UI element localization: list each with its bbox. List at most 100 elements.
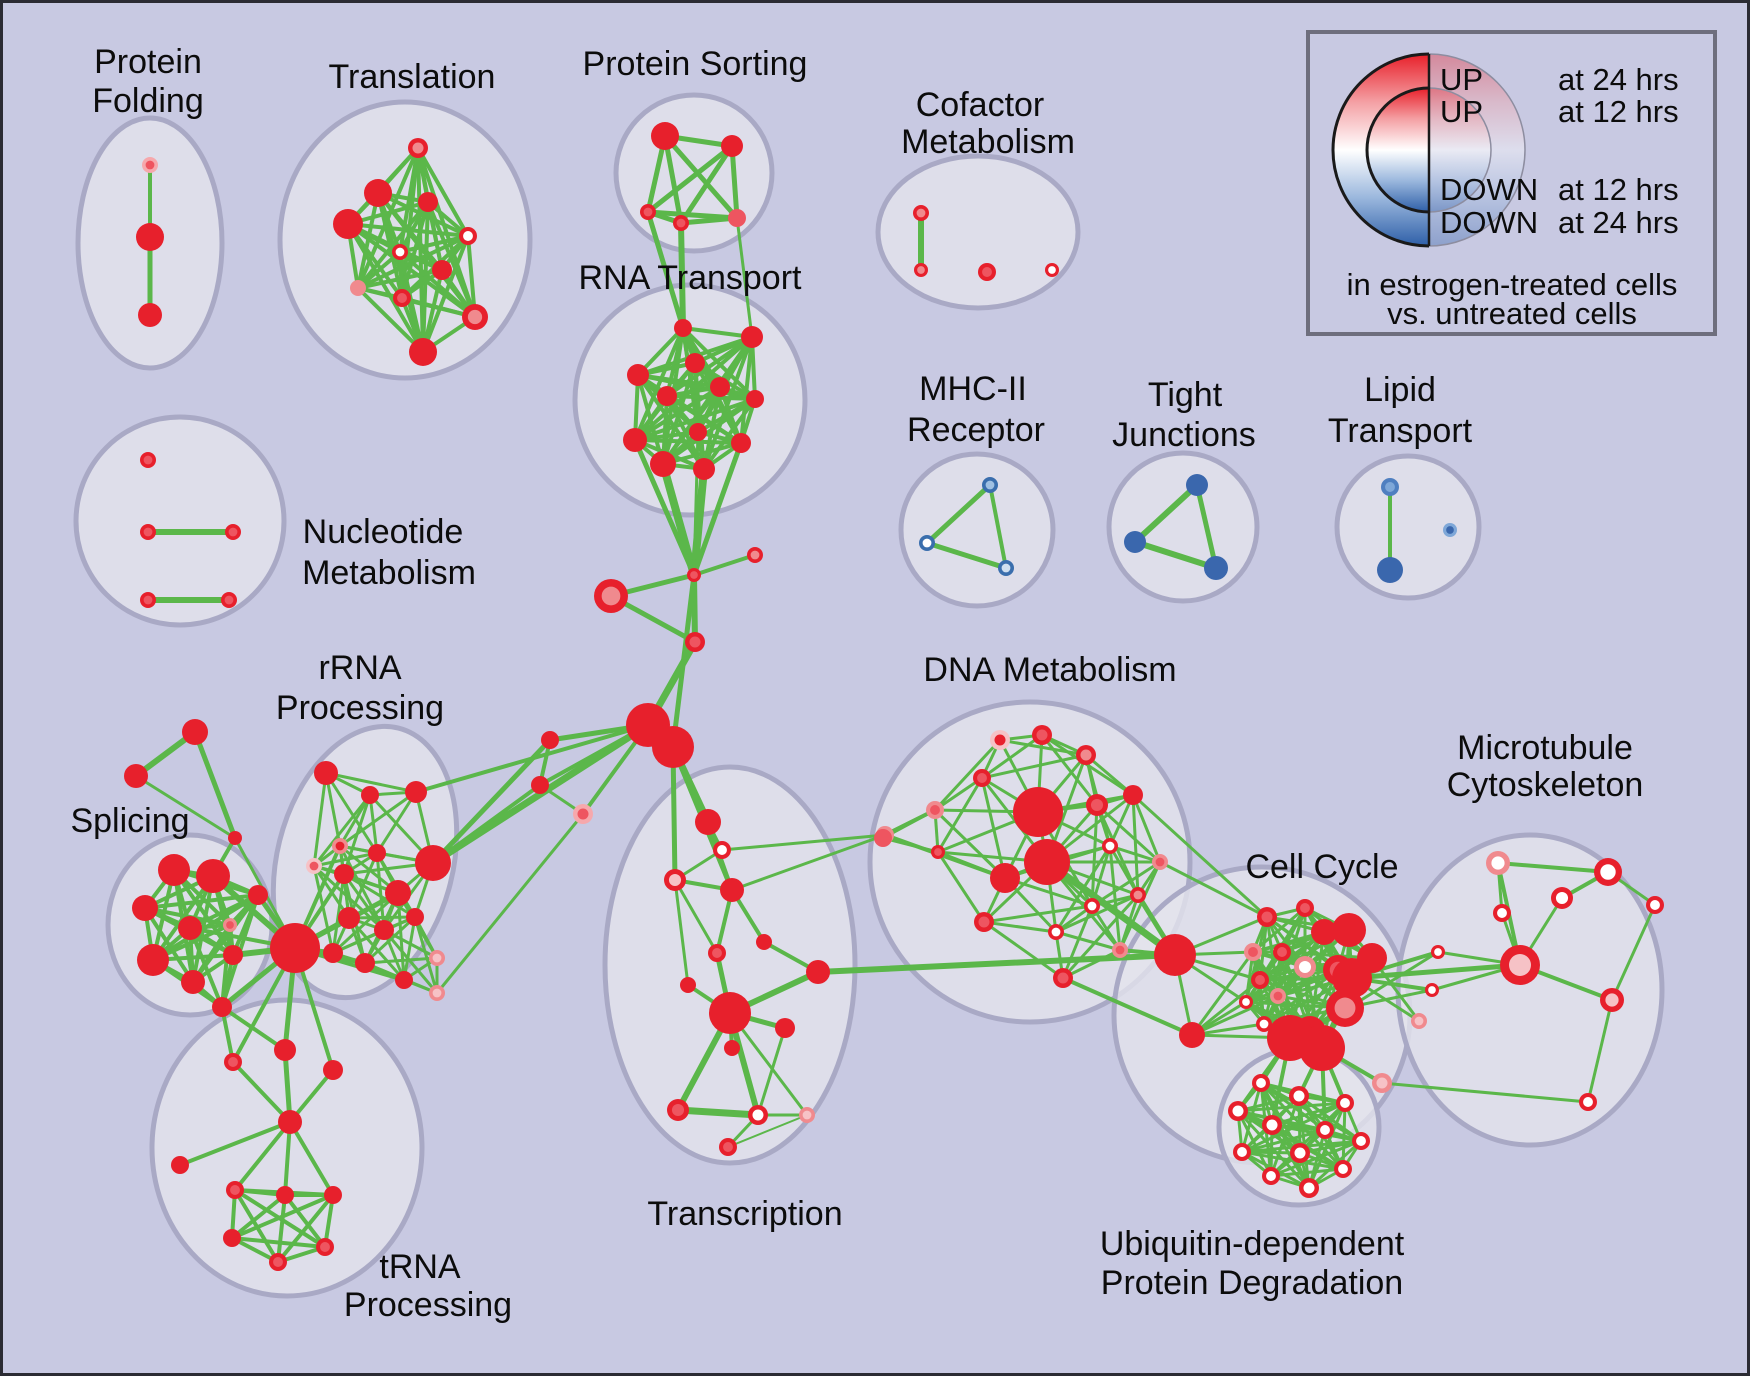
gene-node-rt-5-outer-24h	[710, 377, 730, 397]
gene-node-tj-0-outer-24h	[1186, 474, 1208, 496]
interaction-edge	[1131, 793, 1162, 864]
gene-node-tc-6-outer-24h	[680, 977, 696, 993]
interaction-edge	[435, 812, 585, 995]
gene-node-rt-11-outer-24h	[731, 433, 751, 453]
interaction-edge	[402, 915, 417, 982]
gene-node-tc-4-outer-24h	[756, 934, 772, 950]
interaction-edge	[331, 915, 417, 955]
gene-node-rt-7-outer-24h	[689, 423, 707, 441]
gene-node-tc-0-outer-24h	[695, 809, 721, 835]
interaction-edge	[982, 904, 1094, 924]
gene-node-cy-3-inner-12h	[1300, 903, 1310, 913]
interaction-edge	[662, 133, 740, 221]
gene-node-tc-1-inner-12h	[717, 845, 727, 855]
interaction-edge	[645, 143, 735, 215]
gene-node-ub-2-inner-12h	[1340, 1098, 1350, 1108]
legend-footnote-1: vs. untreated cells	[1387, 296, 1637, 331]
gene-node-tr-10-outer-24h	[409, 338, 437, 366]
interaction-edge	[1270, 1123, 1311, 1190]
interaction-edge	[636, 373, 757, 401]
interaction-edge	[1118, 860, 1162, 952]
gene-node-rr-14-inner-12h	[432, 953, 442, 963]
interaction-edge	[645, 209, 686, 331]
gene-node-rt-8-outer-24h	[623, 428, 647, 452]
cluster-label-microtubule-cytoskeleton-line0: Microtubule	[1457, 729, 1633, 767]
gene-node-lt-2-inner-12h	[1446, 526, 1454, 534]
interaction-edge	[933, 738, 1002, 812]
interaction-edge	[883, 833, 1007, 880]
interaction-edge	[988, 483, 1008, 570]
gene-node-nm-3-inner-12h	[143, 595, 153, 605]
gene-node-tc-13-inner-12h	[802, 1110, 812, 1120]
interaction-edge	[1380, 1081, 1590, 1104]
gene-node-tn-2-outer-24h	[323, 1060, 343, 1080]
interaction-edge	[636, 373, 706, 471]
cluster-bubble-transcription	[602, 764, 858, 1166]
interaction-edge	[429, 721, 652, 867]
interaction-edge	[1090, 803, 1099, 908]
gene-node-mt-7-inner-12h	[1605, 993, 1619, 1007]
cluster-label-dna-metabolism-line0: DNA Metabolism	[923, 651, 1176, 689]
gene-node-tc-7-outer-24h	[806, 960, 830, 984]
interaction-edge	[363, 915, 417, 965]
gene-node-dm-2-inner-12h	[1080, 749, 1092, 761]
interaction-edge	[883, 808, 937, 837]
gene-node-cy-11-inner-12h	[1255, 975, 1265, 985]
interaction-edge	[662, 133, 684, 226]
gene-node-nm-4-inner-12h	[224, 595, 234, 605]
cluster-label-cell-cycle-line0: Cell Cycle	[1245, 848, 1398, 886]
gene-node-sp-5-outer-24h	[137, 944, 169, 976]
gene-node-tn-10-inner-12h	[273, 1257, 283, 1267]
gene-node-tn-3-outer-24h	[278, 1110, 302, 1134]
interaction-edge	[739, 335, 754, 445]
interaction-edge	[1084, 753, 1135, 797]
gene-node-sp-3-outer-24h	[178, 916, 202, 940]
gene-node-tc-12-inner-12h	[752, 1109, 764, 1121]
gene-node-tr-5-inner-12h	[395, 247, 405, 257]
gene-node-rt-6-outer-24h	[746, 390, 764, 408]
gene-node-tn-8-outer-24h	[223, 1229, 241, 1247]
interaction-edge	[661, 385, 722, 466]
gene-node-ub-4-inner-12h	[1266, 1119, 1278, 1131]
interaction-edge	[466, 234, 477, 319]
gene-node-tg-2-outer-24h	[228, 831, 242, 845]
interaction-edge	[633, 397, 757, 442]
interaction-edge	[347, 916, 406, 982]
gene-node-rt-0-outer-24h	[674, 319, 692, 337]
gene-node-rr-10-outer-24h	[374, 920, 394, 940]
interaction-edge	[678, 143, 735, 226]
cluster-label-rna-transport-line0: RNA Transport	[579, 259, 803, 297]
interaction-edge	[982, 920, 1065, 980]
gene-node-ps-1-outer-24h	[721, 135, 743, 157]
cluster-label-nucleotide-metabolism-line0: Nucleotide	[303, 513, 464, 551]
gene-node-tc-8-outer-24h	[709, 992, 751, 1034]
interaction-edge	[1054, 930, 1122, 952]
cluster-label-protein-folding-line1: Folding	[92, 82, 204, 120]
interaction-edge	[1061, 976, 1194, 1037]
gene-node-rr-11-outer-24h	[406, 908, 424, 926]
gene-node-ub-8-inner-12h	[1294, 1147, 1306, 1159]
gene-node-tn-5-inner-12h	[230, 1185, 240, 1195]
gene-node-dm-16-inner-12h	[978, 916, 990, 928]
gene-node-tc-10-outer-24h	[724, 1040, 740, 1056]
gene-node-tr-3-outer-24h	[418, 192, 438, 212]
gene-node-dm-8-outer-24h	[1024, 839, 1070, 885]
interaction-edge	[1061, 948, 1122, 980]
interaction-edge	[670, 744, 678, 883]
gene-node-dm-5-outer-24h	[874, 829, 892, 847]
interaction-edge	[151, 874, 215, 962]
interaction-edge	[230, 1193, 287, 1240]
gene-node-rr-2-outer-24h	[405, 781, 427, 803]
gene-node-rr-3-inner-12h	[335, 841, 345, 851]
interaction-edge	[421, 268, 444, 354]
interaction-edge	[356, 268, 444, 290]
interaction-edge	[230, 1193, 335, 1240]
gene-node-rr-6-outer-24h	[334, 864, 354, 884]
gene-node-rt-3-outer-24h	[627, 364, 649, 386]
gene-node-pf-0-inner-12h	[145, 160, 155, 170]
interaction-edge	[151, 893, 260, 962]
cluster-label-ubiquitin-degradation-line0: Ubiquitin-dependent	[1100, 1225, 1405, 1263]
gene-node-lt-0-inner-12h	[1385, 482, 1395, 492]
legend-direction-1: UP	[1440, 94, 1483, 129]
